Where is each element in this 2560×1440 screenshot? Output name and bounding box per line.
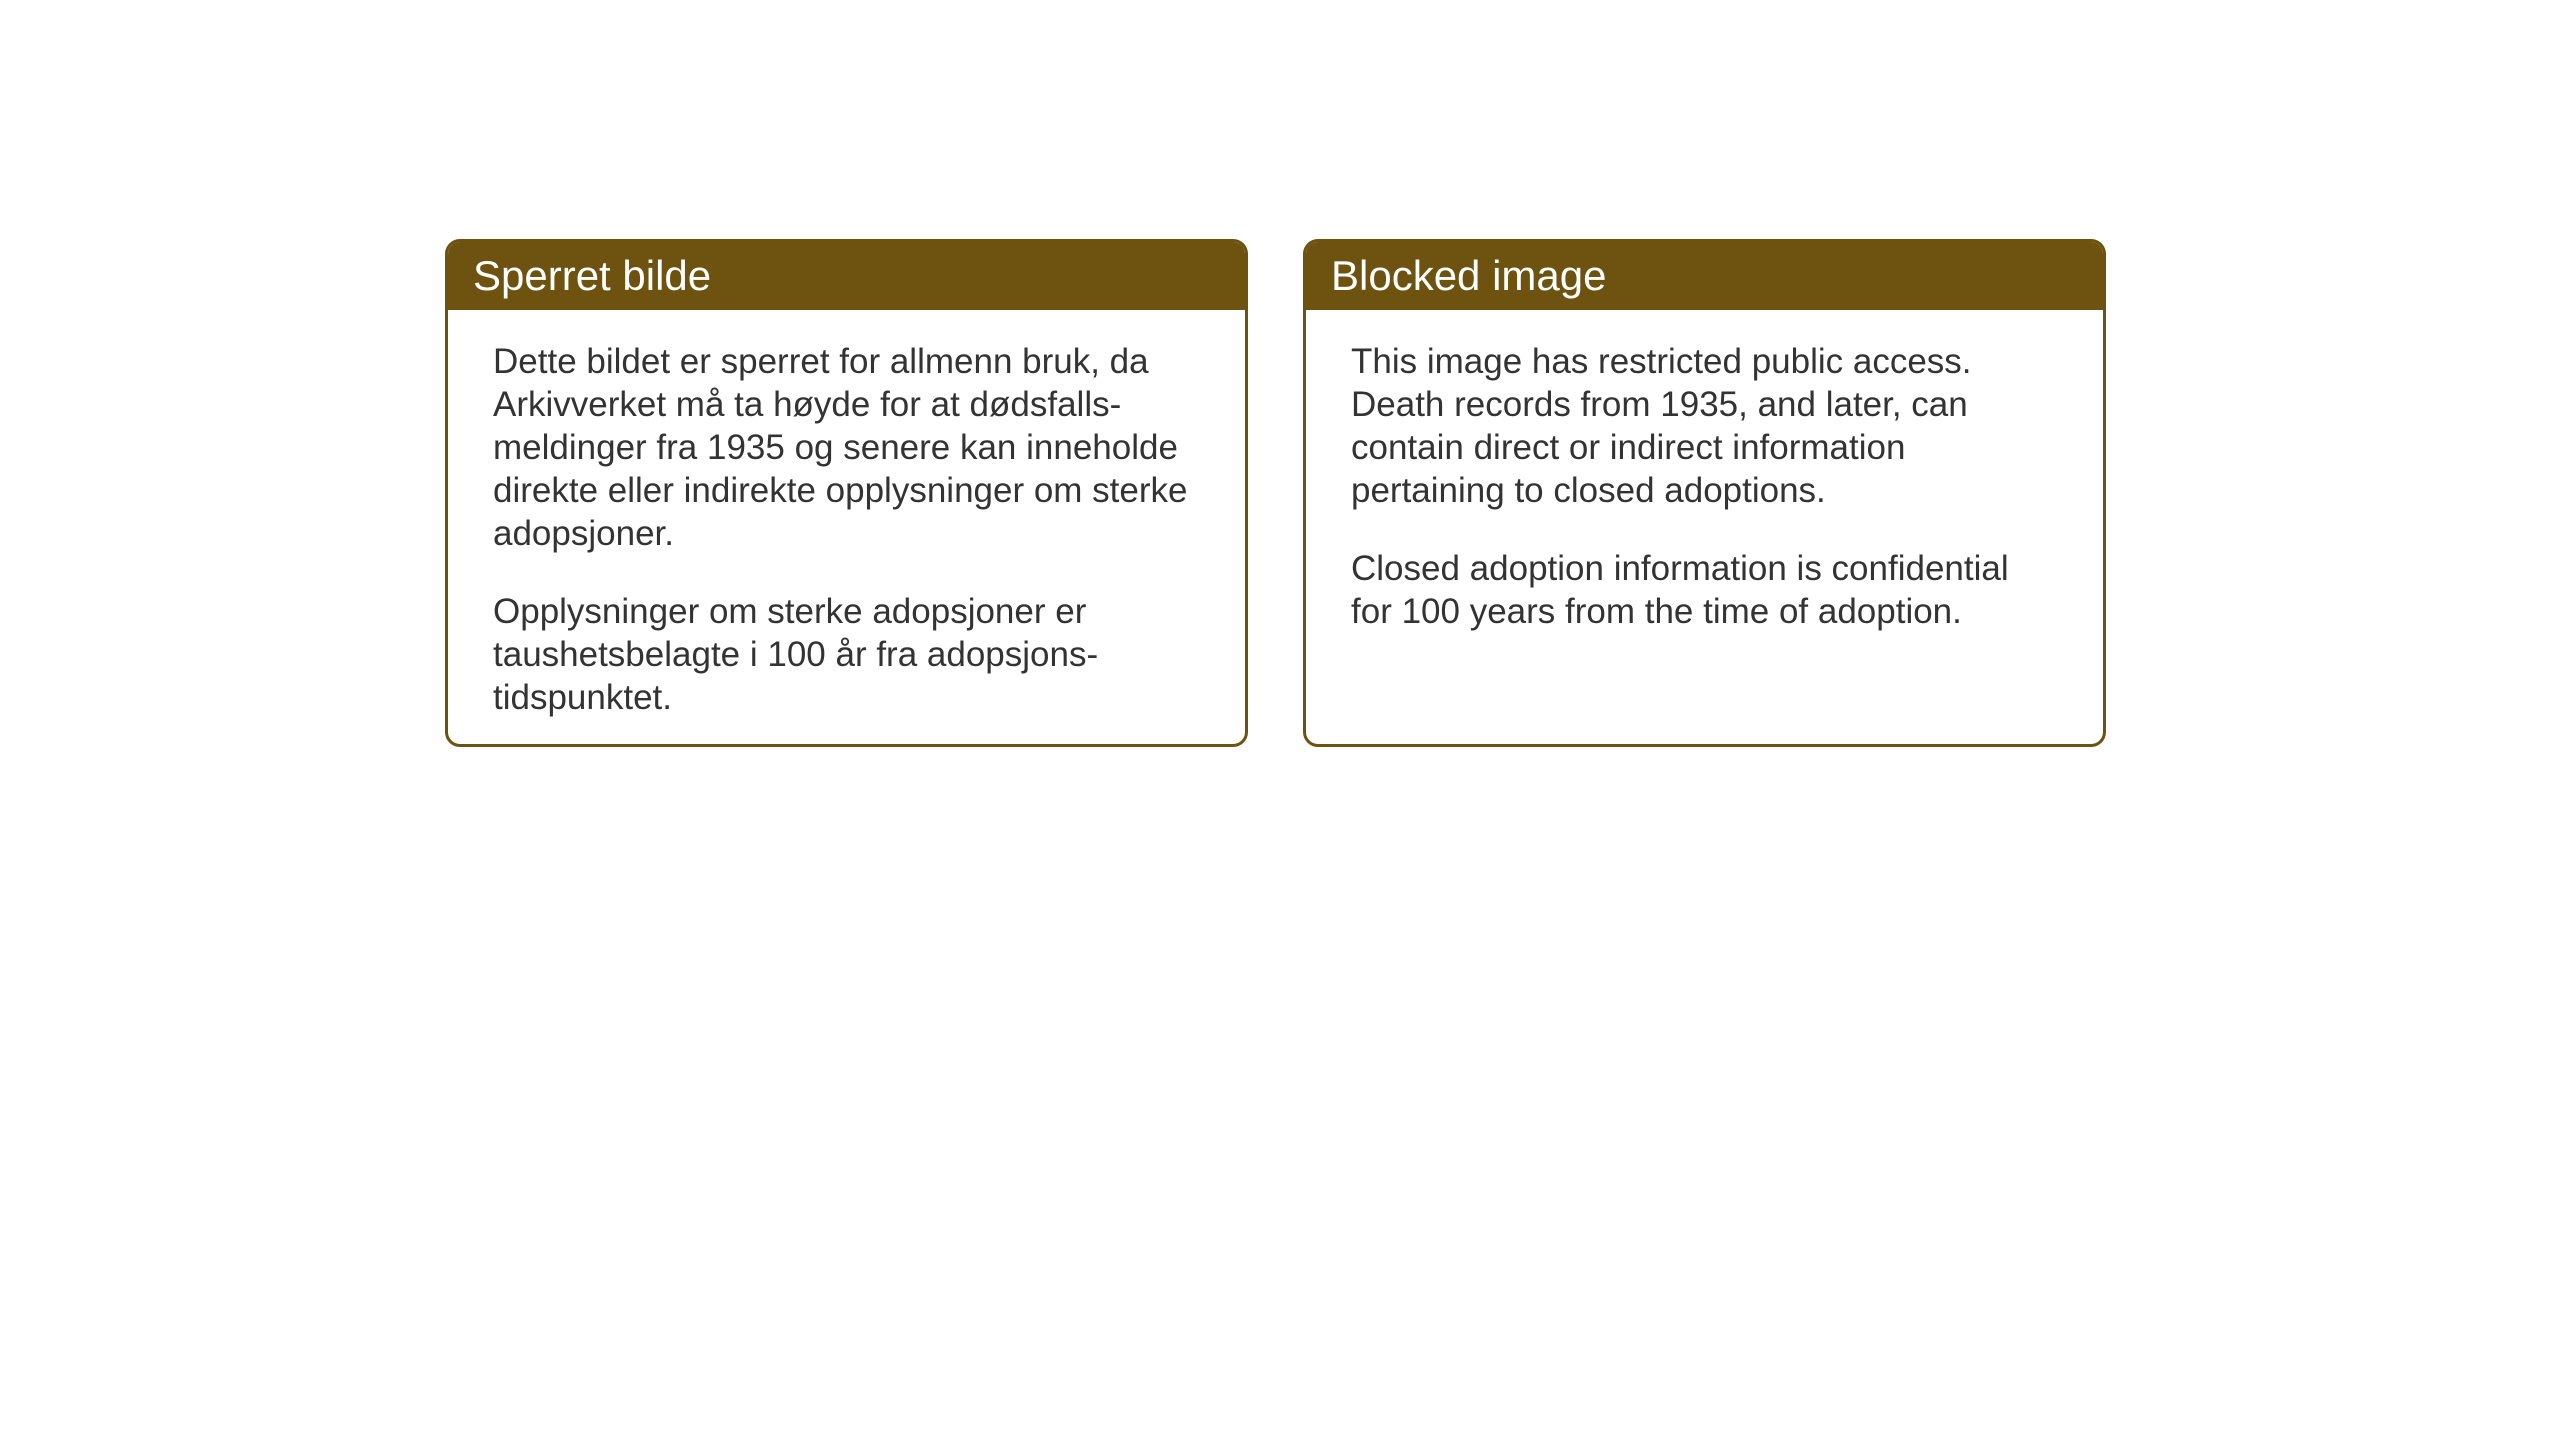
notice-card-norwegian: Sperret bilde Dette bildet er sperret fo… — [445, 239, 1248, 747]
card-paragraph-1-english: This image has restricted public access.… — [1351, 340, 2058, 512]
notice-container: Sperret bilde Dette bildet er sperret fo… — [445, 239, 2106, 747]
card-paragraph-2-english: Closed adoption information is confident… — [1351, 547, 2058, 633]
card-title-english: Blocked image — [1331, 252, 1606, 299]
card-body-norwegian: Dette bildet er sperret for allmenn bruk… — [448, 310, 1245, 747]
card-paragraph-1-norwegian: Dette bildet er sperret for allmenn bruk… — [493, 340, 1200, 555]
card-header-norwegian: Sperret bilde — [448, 242, 1245, 310]
card-paragraph-2-norwegian: Opplysninger om sterke adopsjoner er tau… — [493, 590, 1200, 719]
notice-card-english: Blocked image This image has restricted … — [1303, 239, 2106, 747]
card-header-english: Blocked image — [1306, 242, 2103, 310]
card-body-english: This image has restricted public access.… — [1306, 310, 2103, 663]
card-title-norwegian: Sperret bilde — [473, 252, 711, 299]
